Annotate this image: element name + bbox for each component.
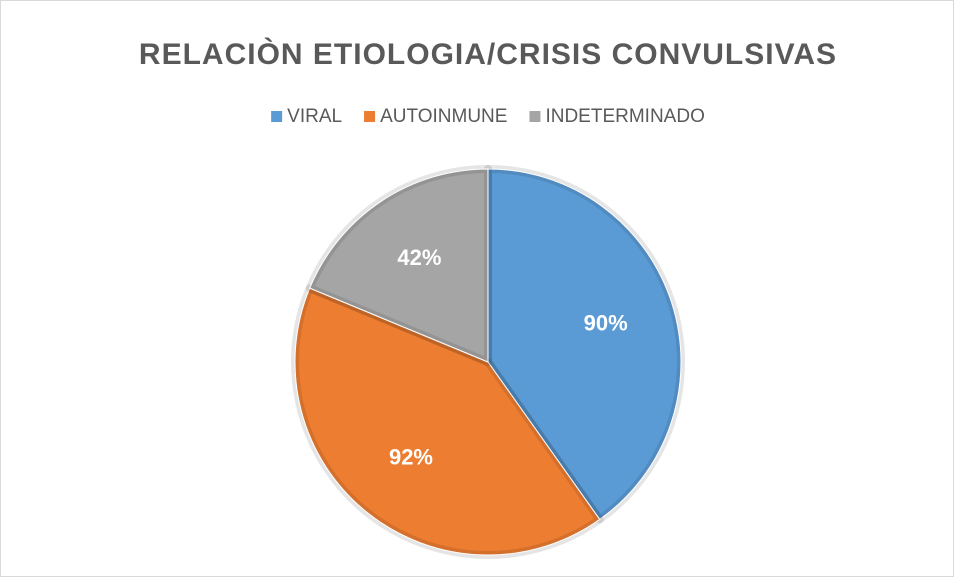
legend-swatch bbox=[529, 111, 541, 122]
legend-swatch bbox=[364, 111, 376, 122]
legend-swatch bbox=[271, 111, 283, 122]
legend-label: AUTOINMUNE bbox=[380, 106, 507, 127]
slice-edge bbox=[487, 168, 682, 521]
data-label: 92% bbox=[389, 444, 433, 469]
data-label: 42% bbox=[397, 245, 441, 270]
chart-title: RELACIÒN ETIOLOGIA/CRISIS CONVULSIVAS bbox=[139, 37, 837, 71]
slice-edge bbox=[309, 168, 489, 363]
slice-edge bbox=[294, 287, 601, 556]
legend-label: INDETERMINADO bbox=[545, 106, 704, 127]
data-label: 90% bbox=[584, 310, 628, 335]
legend-label: VIRAL bbox=[287, 106, 342, 127]
